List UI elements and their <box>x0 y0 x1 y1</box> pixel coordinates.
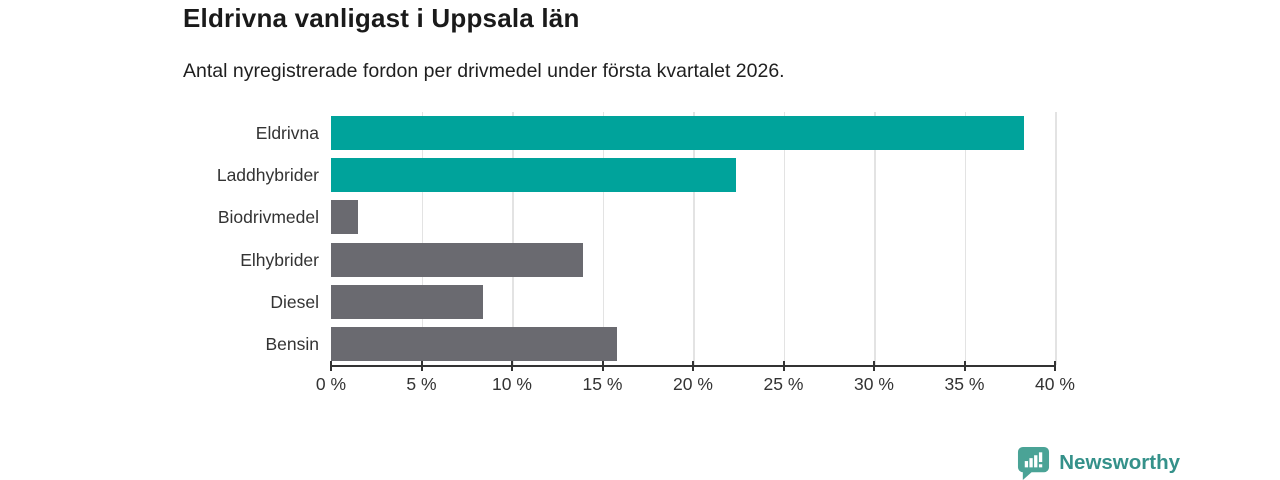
gridline-30 <box>874 112 876 365</box>
category-label-bensin: Bensin <box>265 333 319 354</box>
category-label-laddhybrider: Laddhybrider <box>216 165 319 186</box>
newsworthy-logo[interactable]: Newsworthy <box>1017 446 1180 480</box>
newsworthy-icon <box>1018 446 1050 480</box>
x-axis-tick-label-20: 20 % <box>673 374 713 394</box>
x-axis-tick-15 <box>601 361 604 371</box>
category-label-diesel: Diesel <box>270 291 319 312</box>
x-axis-tick-20 <box>692 361 694 371</box>
category-label-elhybrider: Elhybrider <box>240 249 319 270</box>
category-label-eldrivna: Eldrivna <box>255 123 319 144</box>
bar-diesel <box>331 284 484 319</box>
x-axis-tick-label-0: 0 % <box>315 374 347 394</box>
gridline-25 <box>783 112 785 365</box>
bar-bensin <box>331 326 617 361</box>
x-axis-tick-25 <box>782 361 785 371</box>
x-axis-tick-label-25: 25 % <box>763 374 804 394</box>
gridline-15 <box>602 112 604 365</box>
bar-laddhybrider <box>331 158 737 193</box>
x-axis-tick-5 <box>420 361 423 371</box>
x-axis-tick-10 <box>511 361 513 371</box>
x-axis-tick-label-30: 30 % <box>854 374 894 394</box>
bar-eldrivna <box>331 116 1025 151</box>
category-label-biodrivmedel: Biodrivmedel <box>217 207 319 228</box>
chart-subtitle: Antal nyregistrerade fordon per drivmede… <box>183 60 785 82</box>
gridline-5 <box>421 112 423 365</box>
bar-elhybrider <box>331 242 583 277</box>
chart-title: Eldrivna vanligast i Uppsala län <box>183 3 580 33</box>
x-axis-tick-40 <box>1054 361 1056 371</box>
bar-biodrivmedel <box>331 200 359 235</box>
gridline-40 <box>1055 112 1057 365</box>
gridline-35 <box>964 112 966 365</box>
x-axis-tick-0 <box>330 361 332 371</box>
x-axis-tick-35 <box>963 361 966 371</box>
x-axis-tick-label-10: 10 % <box>492 374 532 394</box>
x-axis-tick-label-35: 35 % <box>944 374 985 394</box>
gridline-10 <box>512 112 514 365</box>
x-axis-tick-label-40: 40 % <box>1035 374 1075 394</box>
x-axis-tick-30 <box>873 361 875 371</box>
newsworthy-logo-text: Newsworthy <box>1059 451 1180 474</box>
x-axis-tick-label-5: 5 % <box>406 374 437 394</box>
gridline-20 <box>693 112 695 365</box>
x-axis-tick-label-15: 15 % <box>582 374 623 394</box>
